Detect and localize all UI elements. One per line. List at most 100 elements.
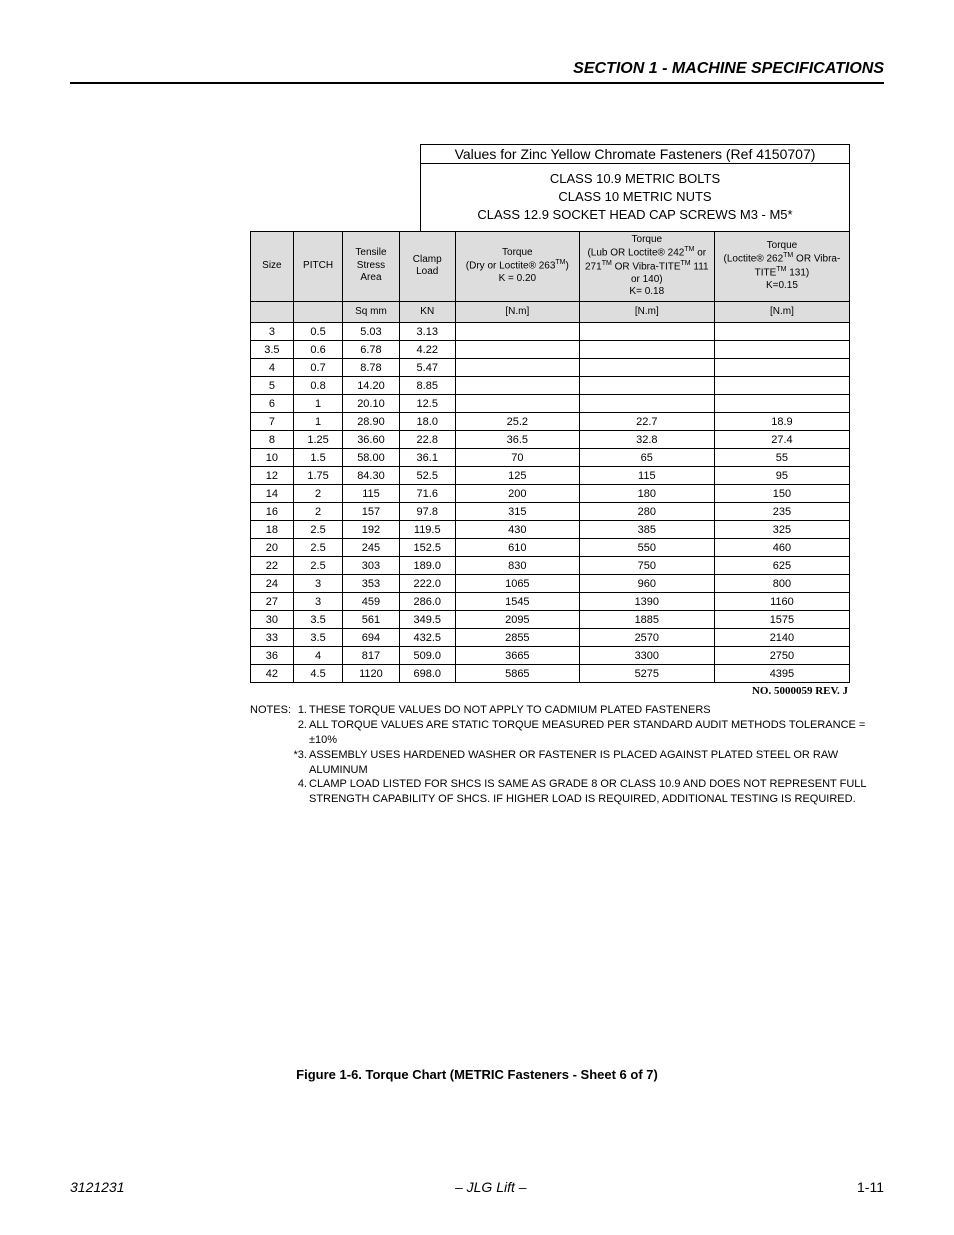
th-t3-d: 131) xyxy=(786,267,809,278)
note-text-3: ASSEMBLY USES HARDENED WASHER OR FASTENE… xyxy=(309,748,884,778)
cell-t1: 315 xyxy=(455,503,579,521)
cell-pitch: 3.5 xyxy=(293,629,343,647)
table-row: 222.5303189.0830750625 xyxy=(251,557,850,575)
cell-clamp: 36.1 xyxy=(399,449,455,467)
doc-number: NO. 5000059 REV. J xyxy=(250,685,850,697)
table-row: 3.50.66.784.22 xyxy=(251,341,850,359)
th-t2-d: OR Vibra-TITE xyxy=(612,261,681,272)
cell-pitch: 2.5 xyxy=(293,539,343,557)
cell-tsa: 20.10 xyxy=(343,395,399,413)
cell-t1: 1065 xyxy=(455,575,579,593)
cell-t1: 2095 xyxy=(455,611,579,629)
cell-clamp: 71.6 xyxy=(399,485,455,503)
table-row: 303.5561349.5209518851575 xyxy=(251,611,850,629)
notes-block: NOTES: 1. THESE TORQUE VALUES DO NOT APP… xyxy=(235,703,884,807)
table-row: 424.51120698.0586552754395 xyxy=(251,665,850,683)
cell-pitch: 1.5 xyxy=(293,449,343,467)
unit-clamp: KN xyxy=(399,301,455,323)
th-t1-c: ) xyxy=(566,261,569,272)
th-t2-b: (Lub OR Loctite® 242 xyxy=(587,247,684,258)
table-row: 81.2536.6022.836.532.827.4 xyxy=(251,431,850,449)
table-row: 273459286.0154513901160 xyxy=(251,593,850,611)
th-torque-loctite: Torque (Loctite® 262TM OR Vibra-TITETM 1… xyxy=(714,231,849,301)
cell-tsa: 694 xyxy=(343,629,399,647)
footer-center: – JLG Lift – xyxy=(455,1179,527,1195)
table-row: 50.814.208.85 xyxy=(251,377,850,395)
cell-t2: 280 xyxy=(579,503,714,521)
cell-clamp: 97.8 xyxy=(399,503,455,521)
cell-t3: 1160 xyxy=(714,593,849,611)
th-t3-a: Torque xyxy=(767,240,798,251)
cell-tsa: 817 xyxy=(343,647,399,665)
cell-t2: 22.7 xyxy=(579,413,714,431)
cell-tsa: 115 xyxy=(343,485,399,503)
table-row: 6120.1012.5 xyxy=(251,395,850,413)
cell-pitch: 2 xyxy=(293,485,343,503)
table-row: 121.7584.3052.512511595 xyxy=(251,467,850,485)
cell-t1: 200 xyxy=(455,485,579,503)
cell-t2: 180 xyxy=(579,485,714,503)
torque-table-container: Values for Zinc Yellow Chromate Fastener… xyxy=(250,144,850,683)
cell-clamp: 222.0 xyxy=(399,575,455,593)
class-line-2: CLASS 10 METRIC NUTS xyxy=(558,189,711,204)
cell-size: 42 xyxy=(251,665,294,683)
cell-t2: 960 xyxy=(579,575,714,593)
cell-t1: 5865 xyxy=(455,665,579,683)
cell-pitch: 0.8 xyxy=(293,377,343,395)
cell-t3: 27.4 xyxy=(714,431,849,449)
cell-size: 8 xyxy=(251,431,294,449)
cell-tsa: 5.03 xyxy=(343,323,399,341)
cell-pitch: 0.7 xyxy=(293,359,343,377)
notes-label: NOTES: xyxy=(235,703,295,718)
cell-t3: 235 xyxy=(714,503,849,521)
note-text-4: CLAMP LOAD LISTED FOR SHCS IS SAME AS GR… xyxy=(309,777,884,807)
cell-t2 xyxy=(579,377,714,395)
note-num-2: 2. xyxy=(295,718,309,748)
th-tsa: Tensile Stress Area xyxy=(343,231,399,301)
cell-t2 xyxy=(579,359,714,377)
cell-t1: 1545 xyxy=(455,593,579,611)
th-t2-f: K= 0.18 xyxy=(629,286,664,297)
cell-pitch: 3 xyxy=(293,593,343,611)
cell-pitch: 2.5 xyxy=(293,557,343,575)
footer-right: 1-11 xyxy=(857,1179,884,1195)
cell-t3: 55 xyxy=(714,449,849,467)
torque-table: Size PITCH Tensile Stress Area Clamp Loa… xyxy=(250,231,850,684)
th-clamp: Clamp Load xyxy=(399,231,455,301)
cell-t3 xyxy=(714,359,849,377)
th-t1-b: (Dry or Loctite® 263 xyxy=(466,261,556,272)
cell-pitch: 2 xyxy=(293,503,343,521)
cell-tsa: 8.78 xyxy=(343,359,399,377)
cell-t3: 2750 xyxy=(714,647,849,665)
cell-pitch: 4.5 xyxy=(293,665,343,683)
cell-clamp: 349.5 xyxy=(399,611,455,629)
cell-size: 3.5 xyxy=(251,341,294,359)
class-box: CLASS 10.9 METRIC BOLTS CLASS 10 METRIC … xyxy=(420,164,850,232)
cell-clamp: 432.5 xyxy=(399,629,455,647)
note-num-3: *3. xyxy=(289,748,309,778)
unit-tsa: Sq mm xyxy=(343,301,399,323)
table-row: 14211571.6200180150 xyxy=(251,485,850,503)
cell-t2: 115 xyxy=(579,467,714,485)
cell-size: 22 xyxy=(251,557,294,575)
cell-clamp: 119.5 xyxy=(399,521,455,539)
cell-tsa: 36.60 xyxy=(343,431,399,449)
cell-t3 xyxy=(714,341,849,359)
table-row: 333.5694432.5285525702140 xyxy=(251,629,850,647)
table-row: 182.5192119.5430385325 xyxy=(251,521,850,539)
cell-t1: 25.2 xyxy=(455,413,579,431)
cell-size: 7 xyxy=(251,413,294,431)
table-row: 243353222.01065960800 xyxy=(251,575,850,593)
th-t3-e: K=0.15 xyxy=(766,280,798,291)
cell-t1 xyxy=(455,359,579,377)
note-text-2: ALL TORQUE VALUES ARE STATIC TORQUE MEAS… xyxy=(309,718,884,748)
cell-t2: 385 xyxy=(579,521,714,539)
cell-t1: 36.5 xyxy=(455,431,579,449)
cell-t3: 2140 xyxy=(714,629,849,647)
cell-clamp: 18.0 xyxy=(399,413,455,431)
cell-tsa: 353 xyxy=(343,575,399,593)
cell-t1: 430 xyxy=(455,521,579,539)
table-banner: Values for Zinc Yellow Chromate Fastener… xyxy=(420,144,850,164)
cell-t3: 460 xyxy=(714,539,849,557)
note-num-4: 4. xyxy=(295,777,309,807)
